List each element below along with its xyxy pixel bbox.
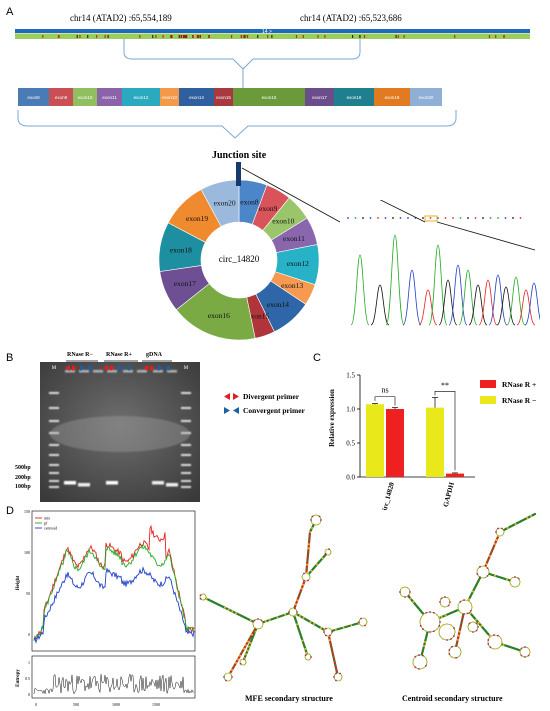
- centroid-structure: [399, 512, 537, 670]
- sanger-chromatogram: [347, 200, 540, 326]
- donut-label-exon19: exon19: [186, 214, 208, 223]
- exon-block-exon13: exon13: [160, 88, 179, 106]
- chart-bar: [386, 409, 404, 477]
- gel-header-gdna: gDNA: [146, 352, 162, 358]
- plot-ytick-height: 150: [24, 509, 30, 514]
- junction-pointer: [241, 167, 341, 223]
- chart-annotation-ns: ns: [381, 386, 388, 395]
- junction-title: Junction site: [212, 150, 267, 161]
- exon-block-exon18: exon18: [334, 88, 374, 106]
- donut-label-exon14: exon14: [267, 300, 289, 309]
- chart-annotation-sig: **: [441, 381, 449, 390]
- legend-convergent: Convergent primer: [243, 406, 305, 415]
- donut-label-exon9: exon9: [259, 204, 278, 213]
- exon-block-exon8: exon8: [18, 88, 49, 106]
- mfe-caption: MFE secondary structure: [245, 694, 333, 703]
- plot-xtick: 500: [73, 702, 79, 707]
- exon-block-exon10: exon10: [73, 88, 97, 106]
- donut-label-exon15: exon15: [247, 311, 269, 320]
- exon-block-exon17: exon17: [305, 88, 334, 106]
- size-200bp: 200bp: [15, 475, 31, 481]
- gel-header-lines: [66, 360, 172, 362]
- chart-category-label: GAPDH: [442, 481, 456, 508]
- chart-legend-label: RNase R −: [502, 396, 536, 405]
- gel-marker-right: M: [184, 366, 189, 371]
- plot-ytick-height: 50: [26, 591, 30, 596]
- panel-label-d: D: [6, 505, 14, 517]
- donut-label-exon10: exon10: [272, 217, 294, 226]
- exon-block-exon9: exon9: [49, 88, 73, 106]
- gel-image: M M: [40, 362, 200, 502]
- centroid-caption: Centroid secondary structure: [402, 694, 503, 703]
- exon-block-exon12: exon12: [122, 88, 160, 106]
- plot-ytick-height: 0: [28, 632, 30, 637]
- exon-block-exon19: exon19: [374, 88, 410, 106]
- donut-label-exon12: exon12: [287, 259, 309, 268]
- primer-legend: [224, 393, 239, 414]
- chart-ytick: 1.5: [346, 372, 355, 380]
- panel-label-c: C: [313, 352, 321, 364]
- donut-label-exon16: exon16: [208, 311, 230, 320]
- plot-ylabel-height: Height: [16, 575, 21, 590]
- chart-bar: [366, 404, 384, 477]
- track-label: 14 >: [262, 29, 272, 35]
- plot-ytick-entropy: 0.5: [25, 676, 30, 681]
- gel-marker-left: M: [52, 366, 57, 371]
- size-500bp: 500bp: [15, 465, 31, 471]
- primer-arrows: [65, 365, 170, 371]
- chart-ytick: 0.0: [346, 474, 355, 482]
- coord-left: chr14 (ATAD2) :65,554,189: [70, 13, 172, 23]
- expression-chart: Relative expression 0.0 0.5 1.0 1.5 circ_148…: [328, 372, 536, 511]
- gel-header-rnase-pos: RNase R+: [106, 352, 132, 358]
- legend-divergent: Divergent primer: [243, 392, 300, 401]
- chart-legend-label: RNase R +: [502, 380, 536, 389]
- chart-category-label: circ_14820: [380, 481, 396, 510]
- exon-block-exon20: exon20: [410, 88, 442, 106]
- donut-label-exon20: exon20: [214, 198, 236, 207]
- panel-label-b: B: [6, 352, 14, 364]
- plot-ytick-entropy: 1: [28, 660, 30, 665]
- plot-legend-label: centroid: [44, 526, 57, 531]
- chart-ylabel: Relative expression: [328, 389, 336, 447]
- plot-legend-label: pf: [44, 521, 48, 526]
- gel-header-rnase-neg: RNase R−: [67, 352, 93, 358]
- exon-block-exon11: exon11: [97, 88, 122, 106]
- plot-ytick-height: 100: [24, 550, 30, 555]
- plot-xtick: 0: [35, 702, 37, 707]
- panel-label-a: A: [6, 6, 14, 18]
- donut-label-exon8: exon8: [240, 197, 259, 206]
- genome-track: [15, 29, 530, 88]
- exon-block-exon15: exon15: [214, 88, 233, 106]
- mfe-structure: [199, 514, 368, 682]
- chart-bar: [446, 473, 464, 477]
- chart-ytick: 1.0: [346, 406, 355, 414]
- plot-xtick: 1500: [152, 702, 160, 707]
- exon-block-exon14: exon14: [179, 88, 214, 106]
- plot-legend-label: mfe: [44, 516, 50, 521]
- donut-label-exon13: exon13: [281, 281, 303, 290]
- exon-bracket: [17, 110, 457, 139]
- donut-label-exon17: exon17: [174, 279, 196, 288]
- circ-name: circ_14820: [219, 254, 260, 264]
- donut-label-exon11: exon11: [283, 234, 305, 243]
- exon-block-exon16: exon16: [233, 88, 305, 106]
- plot-ytick-entropy: 0: [28, 692, 30, 697]
- plot-ylabel-entropy: Entropy: [16, 669, 21, 687]
- size-100bp: 100bp: [15, 484, 31, 490]
- chart-bar: [426, 407, 444, 477]
- chart-ytick: 0.5: [346, 440, 355, 448]
- coord-right: chr14 (ATAD2) :65,523,686: [300, 13, 402, 23]
- plot-xtick: 1000: [112, 702, 120, 707]
- donut-label-exon18: exon18: [170, 246, 192, 255]
